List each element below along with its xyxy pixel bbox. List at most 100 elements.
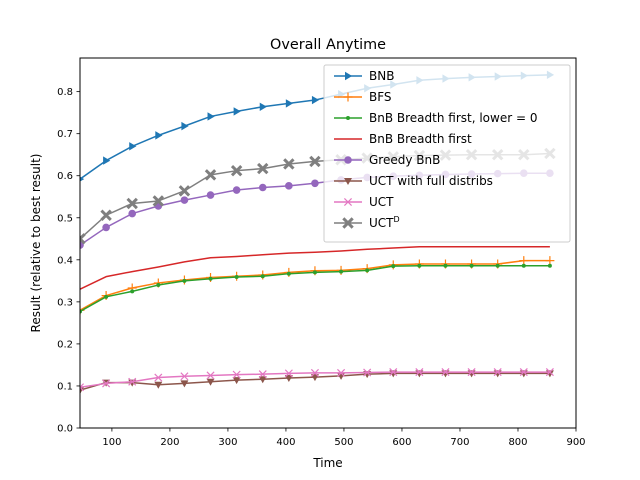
data-point-8-4 (152, 195, 165, 207)
data-point-7-7 (232, 370, 241, 379)
legend-label-4: BnB Breadth first (369, 132, 472, 146)
legend-label-superscript-8: D (394, 215, 400, 224)
series-4 (80, 246, 550, 290)
data-point-7-8 (258, 370, 267, 379)
x-tick-label-4: 400 (276, 437, 295, 448)
data-point-3-18 (521, 263, 526, 268)
data-point-3-15 (443, 263, 448, 268)
series-line-4 (80, 246, 550, 290)
legend-label-2: BFS (369, 90, 392, 104)
data-point-3-17 (495, 263, 500, 268)
x-tick-label-5: 500 (334, 437, 353, 448)
legend-label-3: BnB Breadth first, lower = 0 (369, 111, 537, 125)
x-tick-label-9: 900 (566, 437, 585, 448)
plot-frame (79, 57, 577, 429)
y-tick-label-5: 0.4 (57, 255, 73, 266)
data-point-7-18 (519, 368, 528, 377)
data-point-1-2 (103, 156, 111, 165)
data-point-6-5 (180, 380, 189, 388)
data-point-8-6 (204, 169, 217, 181)
legend-swatch-marker-5 (344, 156, 352, 164)
legend: BNB BFS BnB Breadth first, lower = 0 BnB Br… (323, 64, 571, 243)
data-point-7-9 (284, 369, 293, 378)
data-point-8-1 (80, 233, 86, 245)
data-point-6-8 (258, 376, 267, 384)
chart-title: Overall Anytime (270, 37, 386, 53)
data-point-3-12 (365, 268, 370, 273)
x-tick-label-1: 100 (102, 437, 121, 448)
legend-item-1: BNB (334, 69, 394, 83)
data-point-7-2 (102, 379, 111, 388)
data-point-3-4 (156, 283, 161, 288)
data-point-7-15 (441, 368, 450, 377)
legend-item-3: BnB Breadth first, lower = 0 (334, 111, 537, 125)
data-point-7-13 (389, 368, 398, 377)
data-point-5-9 (285, 182, 293, 190)
legend-item-7: UCT (334, 195, 394, 209)
data-point-6-6 (206, 378, 215, 386)
legend-swatch-marker-1 (345, 71, 353, 81)
data-point-3-13 (391, 264, 396, 269)
x-tick-label-3: 300 (218, 437, 237, 448)
data-point-8-8 (257, 162, 269, 175)
data-point-1-10 (311, 95, 320, 105)
data-point-1-4 (155, 131, 163, 140)
data-point-7-19 (545, 368, 554, 377)
data-point-3-8 (260, 274, 265, 279)
data-point-3-5 (182, 278, 187, 283)
data-point-3-9 (286, 271, 291, 276)
data-point-7-16 (467, 368, 476, 377)
legend-swatch-marker-7 (343, 197, 353, 207)
y-tick-label-6: 0.5 (57, 213, 73, 224)
legend-swatch-marker-8 (342, 217, 354, 229)
x-tick-label-8: 800 (508, 437, 527, 448)
data-point-7-4 (154, 373, 163, 382)
data-point-7-6 (206, 371, 215, 380)
data-point-5-5 (180, 196, 189, 204)
data-point-3-2 (104, 294, 109, 299)
data-point-8-9 (283, 158, 295, 170)
data-point-5-7 (232, 186, 241, 194)
data-point-7-17 (493, 368, 502, 377)
data-point-7-12 (363, 368, 372, 377)
y-tick-label-9: 0.8 (57, 87, 73, 98)
legend-item-8: UCTD (334, 215, 400, 230)
data-point-3-16 (469, 263, 474, 268)
data-point-7-3 (128, 377, 137, 386)
data-point-3-7 (234, 275, 239, 280)
x-axis: 100 200 300 400 500 600 700 800 900 (102, 428, 586, 448)
legend-label-1: BNB (369, 69, 394, 83)
data-point-1-6 (207, 112, 215, 121)
data-point-3-11 (339, 269, 344, 274)
data-point-7-10 (310, 368, 319, 377)
legend-swatch-marker-3 (346, 116, 350, 120)
data-point-6-10 (310, 374, 319, 382)
y-tick-label-4: 0.3 (57, 297, 73, 308)
series-7 (80, 368, 554, 392)
data-point-6-7 (232, 377, 241, 385)
data-point-5-8 (258, 183, 267, 192)
legend-box (323, 64, 571, 243)
legend-item-2: BFS (334, 90, 392, 104)
data-point-7-1 (80, 383, 85, 392)
legend-label-7: UCT (369, 195, 394, 209)
data-point-7-11 (337, 368, 346, 377)
data-point-3-3 (130, 289, 135, 294)
data-point-1-5 (181, 121, 189, 131)
legend-item-5: Greedy BnB (334, 153, 440, 167)
data-point-6-4 (154, 381, 163, 389)
x-tick-label-2: 200 (160, 437, 179, 448)
series-3 (80, 263, 552, 314)
legend-item-4: BnB Breadth first (334, 132, 472, 146)
x-tick-label-7: 700 (450, 437, 469, 448)
data-point-1-7 (233, 107, 241, 116)
data-point-3-6 (208, 276, 213, 281)
data-point-8-7 (230, 164, 243, 177)
y-tick-label-7: 0.6 (57, 171, 73, 182)
legend-swatch-marker-6 (344, 178, 352, 185)
data-point-8-3 (126, 197, 138, 210)
legend-label-6: UCT with full distribs (369, 174, 493, 188)
data-point-6-9 (284, 374, 293, 382)
data-point-5-10 (311, 179, 319, 188)
data-point-5-3 (128, 209, 137, 218)
